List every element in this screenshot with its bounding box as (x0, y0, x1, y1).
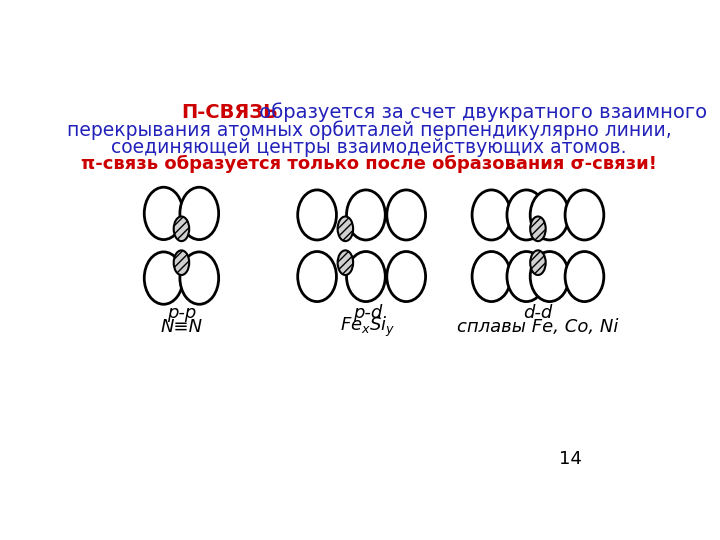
Ellipse shape (297, 252, 336, 301)
Ellipse shape (565, 252, 604, 301)
Text: p-p: p-p (167, 303, 196, 322)
Text: соединяющей центры взаимодействующих атомов.: соединяющей центры взаимодействующих ато… (112, 138, 626, 157)
Text: π-связь образуется только после образования σ-связи!: π-связь образуется только после образова… (81, 155, 657, 173)
Ellipse shape (387, 252, 426, 301)
Text: p-d: p-d (353, 303, 382, 322)
Ellipse shape (297, 190, 336, 240)
Ellipse shape (507, 252, 546, 301)
Ellipse shape (507, 190, 546, 240)
Text: перекрывания атомных орбиталей перпендикулярно линии,: перекрывания атомных орбиталей перпендик… (67, 120, 671, 140)
Ellipse shape (144, 252, 183, 304)
Ellipse shape (180, 252, 219, 304)
Ellipse shape (174, 217, 189, 241)
Ellipse shape (530, 251, 546, 275)
Ellipse shape (338, 217, 353, 241)
Text: N≡N: N≡N (161, 318, 202, 335)
Ellipse shape (338, 251, 353, 275)
Ellipse shape (530, 190, 569, 240)
Text: образуется за счет двукратного взаимного: образуется за счет двукратного взаимного (253, 103, 707, 123)
Text: 14: 14 (559, 450, 582, 468)
Ellipse shape (530, 217, 546, 241)
Ellipse shape (565, 190, 604, 240)
Text: d-d: d-d (523, 303, 552, 322)
Text: сплавы Fe, Co, Ni: сплавы Fe, Co, Ni (457, 318, 618, 335)
Ellipse shape (472, 190, 510, 240)
Ellipse shape (346, 252, 385, 301)
Ellipse shape (387, 190, 426, 240)
Ellipse shape (472, 252, 510, 301)
Text: Π-СВЯЗЬ: Π-СВЯЗЬ (181, 103, 279, 122)
Ellipse shape (530, 252, 569, 301)
Ellipse shape (346, 190, 385, 240)
Ellipse shape (174, 251, 189, 275)
Ellipse shape (144, 187, 183, 240)
Text: $Fe_xSi_y$: $Fe_xSi_y$ (340, 314, 395, 339)
Ellipse shape (180, 187, 219, 240)
